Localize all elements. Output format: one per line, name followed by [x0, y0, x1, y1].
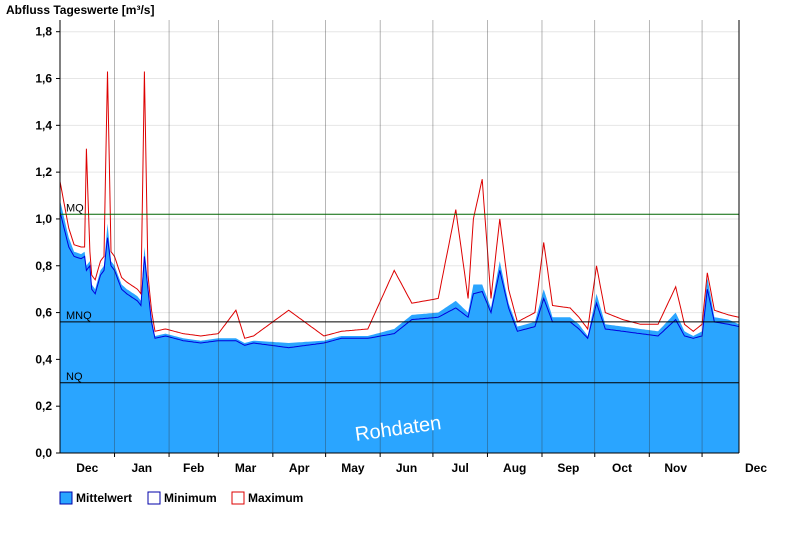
y-tick-label: 1,0: [35, 212, 52, 226]
y-tick-label: 0,8: [35, 259, 52, 273]
legend-label-maximum: Maximum: [248, 491, 303, 505]
legend-swatch-mittelwert: [59, 491, 73, 505]
series-layer: [59, 71, 740, 453]
x-tick-label: Nov: [664, 461, 687, 475]
series-line-minimum: [59, 211, 740, 349]
x-tick-label: Jul: [452, 461, 469, 475]
series-line-maximum: [59, 71, 740, 339]
y-tick-label: 0,6: [35, 306, 52, 320]
y-axis-ticks: 0,0 0,2 0,4 0,6 0,8 1,0 1,2 1,4 1,6 1,8: [35, 25, 60, 460]
reference-lines: MQ MNQ NQ: [60, 202, 739, 384]
x-tick-label: Apr: [289, 461, 310, 475]
legend: Mittelwert Minimum Maximum: [59, 491, 303, 505]
legend-label-minimum: Minimum: [164, 491, 217, 505]
y-tick-label: 1,6: [35, 72, 52, 86]
y-tick-label: 1,4: [35, 118, 52, 132]
x-axis-ticks: Dec Jan Feb Mar Apr May Jun Jul Aug Sep Oct Nov Dec: [76, 453, 767, 475]
x-tick-label: Oct: [612, 461, 632, 475]
month-dividers: [114, 20, 703, 453]
y-tick-label: 1,2: [35, 165, 52, 179]
ref-label-mnq: MNQ: [66, 310, 92, 322]
legend-swatch-maximum: [231, 491, 245, 505]
y-tick-label: 0,2: [35, 399, 52, 413]
x-tick-label: Dec: [745, 461, 767, 475]
y-tick-label: 0,4: [35, 352, 52, 366]
y-tick-label: 1,8: [35, 25, 52, 39]
ref-label-nq: NQ: [66, 371, 83, 383]
chart-title: Abfluss Tageswerte [m³/s]: [6, 3, 154, 17]
legend-item-minimum: Minimum: [147, 491, 217, 505]
x-tick-label: Jan: [131, 461, 152, 475]
y-tick-label: 0,0: [35, 446, 52, 460]
x-tick-label: Mar: [235, 461, 257, 475]
x-tick-label: Dec: [76, 461, 98, 475]
x-tick-label: May: [341, 461, 365, 475]
legend-swatch-minimum: [147, 491, 161, 505]
x-tick-label: Aug: [503, 461, 526, 475]
axes: [59, 20, 740, 454]
ref-label-mq: MQ: [66, 202, 84, 214]
legend-item-mittelwert: Mittelwert: [59, 491, 132, 505]
series-area-mittelwert: [60, 200, 739, 453]
legend-label-mittelwert: Mittelwert: [76, 491, 132, 505]
x-tick-label: Feb: [183, 461, 204, 475]
x-tick-label: Jun: [396, 461, 417, 475]
x-tick-label: Sep: [557, 461, 579, 475]
legend-item-maximum: Maximum: [231, 491, 303, 505]
